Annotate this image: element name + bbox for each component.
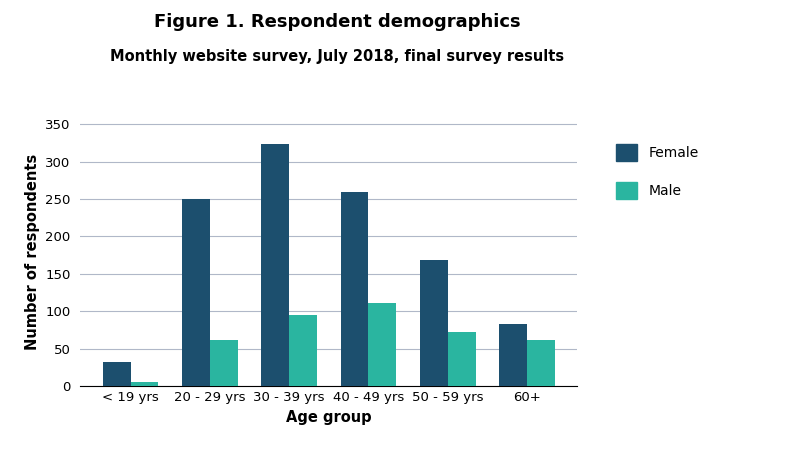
Bar — [341, 192, 368, 386]
X-axis label: Age group: Age group — [286, 409, 371, 425]
Bar — [290, 315, 317, 386]
Bar — [261, 145, 290, 386]
Legend: Female, Male: Female, Male — [610, 137, 705, 206]
Bar — [131, 382, 158, 386]
Bar — [527, 340, 555, 386]
Text: Figure 1. Respondent demographics: Figure 1. Respondent demographics — [153, 13, 520, 31]
Bar — [103, 362, 131, 386]
Bar — [420, 260, 448, 386]
Bar — [210, 340, 237, 386]
Y-axis label: Number of respondents: Number of respondents — [25, 153, 39, 350]
Bar — [368, 303, 396, 386]
Bar — [500, 324, 527, 386]
Bar — [448, 332, 476, 386]
Text: Monthly website survey, July 2018, final survey results: Monthly website survey, July 2018, final… — [110, 49, 564, 64]
Bar — [182, 199, 210, 386]
